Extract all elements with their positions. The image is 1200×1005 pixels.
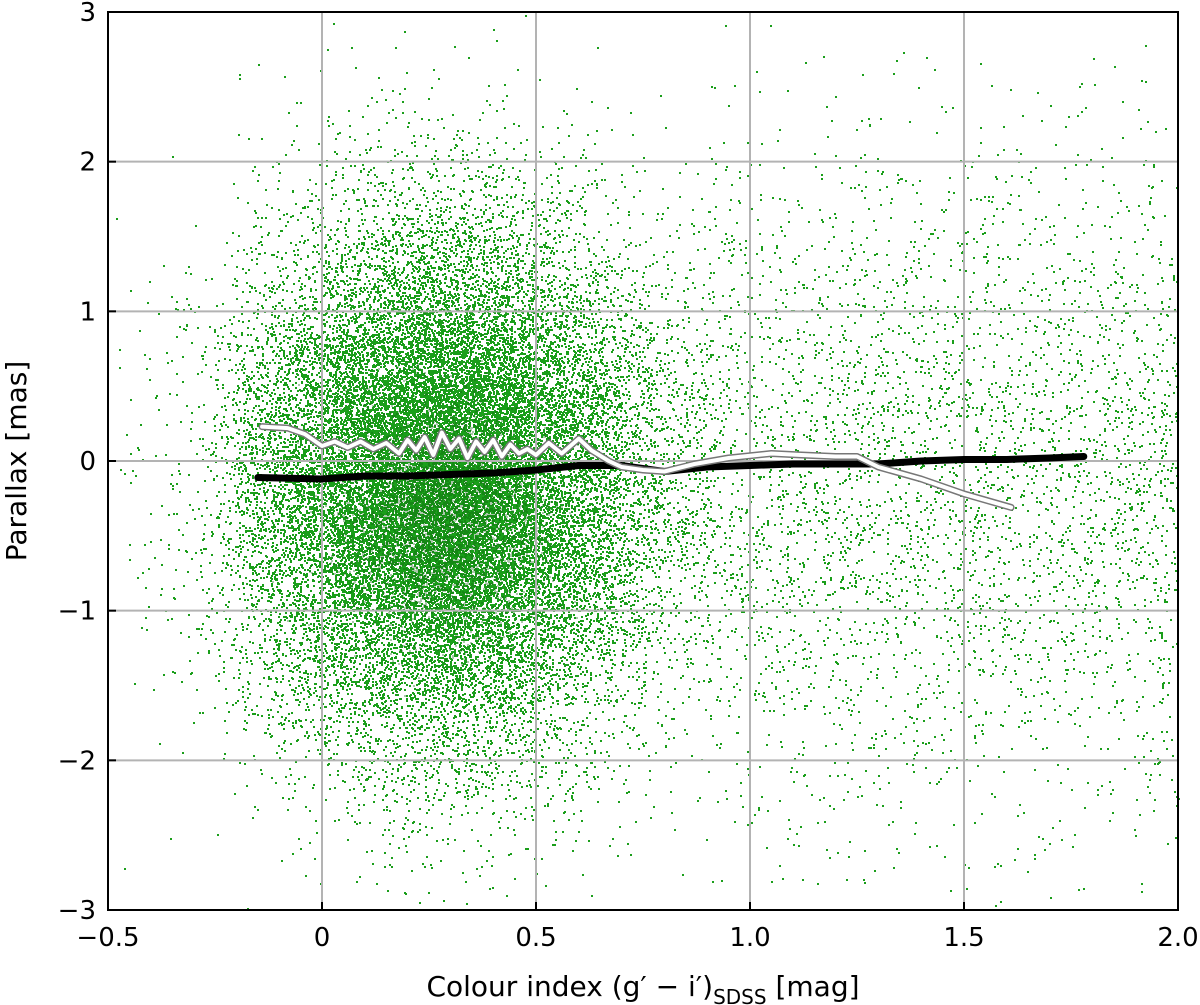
scatter-points (116, 15, 1180, 910)
y-tick-label-2: −1 (58, 597, 96, 627)
scatter-dense-core (272, 309, 596, 719)
x-tick-label-3: 1.0 (729, 923, 770, 953)
y-tick-label-5: 2 (79, 148, 96, 178)
x-tick-label-0: −0.5 (76, 923, 139, 953)
x-tick-label-4: 1.5 (943, 923, 984, 953)
grid-lines (108, 12, 1178, 910)
x-tick-label-5: 2.0 (1157, 923, 1198, 953)
y-tick-label-3: 0 (79, 447, 96, 477)
x-tick-label-1: 0 (314, 923, 331, 953)
y-tick-label-0: −3 (58, 896, 96, 926)
y-tick-label-6: 3 (79, 0, 96, 28)
axis-ticks: −0.5 0 0.5 1.0 1.5 2.0 −3 −2 −1 0 1 2 3 (58, 0, 1199, 953)
x-axis-label: Colour index (g′ − i′)SDSS [mag] (426, 970, 859, 1005)
x-tick-label-2: 0.5 (515, 923, 556, 953)
series-1-line (260, 424, 1014, 510)
y-tick-label-4: 1 (79, 297, 96, 327)
y-axis-label: Parallax [mas] (0, 361, 33, 562)
y-tick-label-1: −2 (58, 746, 96, 776)
trend-lines (254, 423, 1088, 511)
scatter-point-cloud (116, 15, 1180, 910)
